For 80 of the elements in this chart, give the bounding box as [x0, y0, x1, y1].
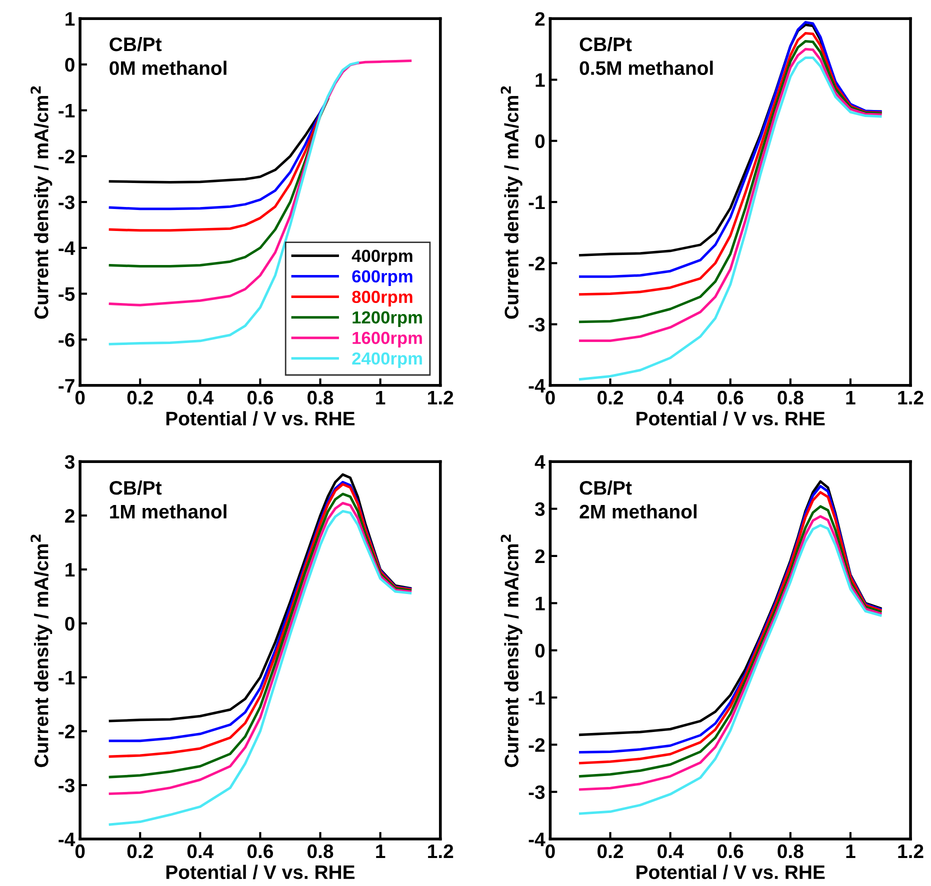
y-tick-label: 2: [535, 12, 545, 26]
x-tick-label: 0.4: [658, 844, 684, 858]
y-tick-label: -1: [58, 104, 75, 118]
y-tick-label: 4: [534, 455, 546, 469]
x-tick-label: 0.2: [598, 844, 624, 858]
y-tick-label: 3: [534, 502, 545, 516]
x-tick-label: 0.2: [127, 390, 153, 405]
y-axis-title: Current density / mA/cm$^{2}$: [500, 86, 522, 319]
y-tick-label: -4: [58, 832, 76, 846]
x-tick-label: 1: [376, 844, 386, 858]
annotation: CB/Pt 2M methanol: [580, 480, 697, 519]
x-tick-label: 1: [846, 844, 856, 858]
x-tick-label: 0.8: [308, 844, 334, 858]
y-axis-title: Current density / mA/cm$^{2}$: [500, 534, 522, 768]
y-tick-label: -1: [58, 670, 75, 684]
x-tick-label: 0.2: [127, 844, 153, 858]
y-tick-label: 1: [536, 73, 545, 87]
x-tick-label: 1.2: [898, 390, 924, 404]
y-tick-label: 2: [535, 549, 545, 564]
line-series: [108, 98, 330, 210]
annotation: CB/Pt 1M methanol: [110, 480, 226, 519]
x-tick-label: 0.6: [718, 844, 744, 858]
x-tick-label: 0.6: [247, 844, 274, 858]
y-tick-label: -2: [528, 738, 545, 752]
y-tick-label: -4: [528, 379, 546, 392]
x-tick-label: 0.8: [778, 390, 804, 405]
x-tick-label: 0.4: [187, 390, 214, 405]
legend-label: 1600rpm: [352, 332, 422, 348]
y-tick-label: -3: [58, 778, 75, 792]
y-tick-label: -2: [58, 150, 74, 164]
annotation: CB/Pt 0.5M methanol: [580, 36, 713, 75]
x-tick-label: 0.6: [718, 390, 744, 405]
x-tick-label: 0.6: [247, 390, 274, 405]
y-tick-label: 0: [535, 644, 545, 658]
x-tick-label: 1.2: [898, 844, 924, 858]
y-tick-label: 0: [65, 58, 74, 72]
x-tick-label: 0.8: [778, 844, 804, 858]
x-tick-label: 0.8: [308, 390, 334, 405]
x-tick-label: 0: [75, 844, 85, 858]
y-axis-title: Current density / mA/cm$^{2}$: [30, 534, 52, 768]
y-tick-label: -5: [58, 287, 75, 301]
y-tick-label: -6: [58, 333, 75, 347]
x-tick-label: 1.2: [428, 390, 454, 404]
y-tick-label: -3: [58, 195, 75, 210]
x-axis-title: Potential / V vs. RHE: [166, 864, 355, 880]
y-tick-label: -3: [528, 318, 545, 332]
x-tick-label: 0: [546, 390, 555, 405]
y-tick-label: 1: [66, 563, 75, 576]
legend-label: 600rpm: [352, 270, 412, 286]
y-tick-label: -3: [528, 785, 545, 800]
y-tick-label: 0: [65, 616, 74, 631]
y-tick-label: -4: [528, 832, 546, 846]
x-tick-label: 0.4: [187, 844, 214, 858]
x-axis-title: Potential / V vs. RHE: [166, 411, 355, 426]
x-tick-label: 1: [376, 390, 386, 404]
y-tick-label: 1: [66, 12, 75, 26]
annotation: CB/Pt 0M methanol: [110, 36, 226, 75]
legend-label: 800rpm: [352, 290, 412, 306]
y-tick-label: 3: [64, 455, 75, 469]
x-tick-label: 0: [75, 390, 85, 405]
y-axis-title: Current density / mA/cm$^{2}$: [30, 86, 52, 319]
x-tick-label: 1: [846, 390, 856, 404]
x-tick-label: 1.2: [428, 844, 454, 858]
legend-label: 2400rpm: [352, 352, 422, 368]
y-tick-label: -2: [58, 724, 74, 738]
y-tick-label: -2: [528, 256, 545, 270]
y-tick-label: -7: [58, 379, 74, 392]
x-axis-title: Potential / V vs. RHE: [636, 864, 825, 880]
legend-label: 400rpm: [352, 250, 412, 266]
y-tick-label: 2: [65, 508, 74, 523]
x-tick-label: 0: [546, 844, 555, 858]
y-tick-label: 0: [535, 134, 545, 148]
y-tick-label: 1: [536, 596, 545, 610]
x-axis-title: Potential / V vs. RHE: [636, 411, 825, 426]
x-tick-label: 0.2: [598, 390, 624, 405]
y-tick-label: -1: [528, 691, 545, 705]
legend-label: 1200rpm: [352, 311, 422, 327]
x-tick-label: 0.4: [658, 390, 684, 405]
y-tick-label: -4: [58, 242, 76, 255]
y-tick-label: -1: [528, 196, 545, 210]
